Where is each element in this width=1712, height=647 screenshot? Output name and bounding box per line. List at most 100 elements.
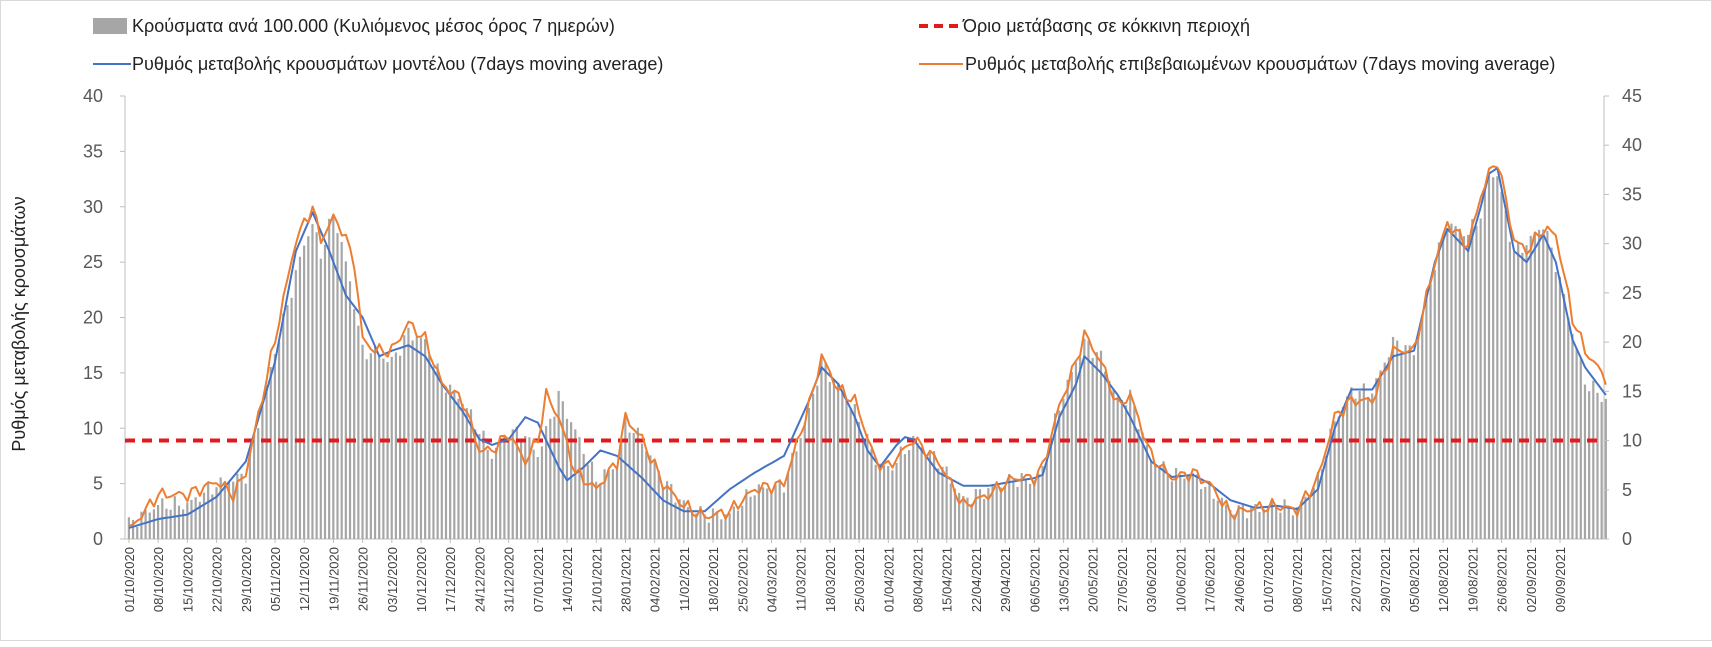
bar: [1567, 317, 1570, 539]
bar: [937, 468, 940, 539]
bar: [887, 466, 890, 539]
bar: [1200, 489, 1203, 539]
bar: [670, 483, 673, 539]
bar: [378, 355, 381, 539]
bar: [215, 487, 218, 539]
bar: [1229, 509, 1232, 539]
bar: [832, 379, 836, 539]
x-tick-label: 11/02/2021: [677, 547, 692, 611]
bar: [1329, 428, 1332, 539]
bar: [1454, 225, 1457, 540]
bar: [1583, 384, 1587, 539]
left-tick-label: 30: [83, 197, 103, 217]
bar: [332, 216, 335, 539]
bar: [711, 508, 715, 539]
bar: [657, 470, 660, 539]
x-tick-label: 17/06/2021: [1203, 547, 1218, 612]
bar: [1266, 506, 1269, 539]
bar: [995, 486, 998, 539]
bar: [682, 500, 685, 539]
bar: [1421, 316, 1424, 539]
bar: [148, 512, 151, 539]
bar: [611, 469, 614, 539]
bar: [528, 437, 531, 539]
x-tick-label: 20/05/2021: [1086, 547, 1101, 612]
x-tick-label: 01/07/2021: [1261, 547, 1276, 612]
bar: [207, 482, 210, 539]
bar: [1387, 357, 1390, 539]
bar: [1492, 177, 1495, 539]
bar: [1166, 475, 1169, 539]
bar: [1467, 234, 1470, 539]
bar: [432, 366, 435, 539]
bar: [674, 502, 677, 539]
bar: [1333, 421, 1336, 539]
x-tick-label: 07/01/2021: [531, 547, 546, 612]
bar: [1429, 283, 1432, 539]
bar: [1020, 473, 1023, 539]
x-tick-label: 08/10/2020: [151, 547, 166, 612]
bar: [716, 511, 719, 539]
bar: [1058, 410, 1061, 539]
bar: [444, 392, 448, 539]
right-ticks: 0 5 10 15 20 25 30 35 40 45: [1604, 86, 1642, 549]
lines-layer: [128, 165, 1607, 529]
bar: [1116, 396, 1119, 539]
right-tick-label: 20: [1622, 332, 1642, 352]
bar: [1604, 398, 1607, 539]
bar: [1087, 340, 1090, 539]
x-tick-label: 12/08/2021: [1436, 547, 1451, 612]
bar: [157, 504, 160, 539]
bar: [173, 496, 176, 539]
bar: [202, 492, 206, 539]
right-tick-label: 15: [1622, 381, 1642, 401]
bar: [899, 446, 902, 539]
bar: [1241, 504, 1244, 539]
bar: [1283, 499, 1286, 539]
x-tick-label: 27/05/2021: [1115, 547, 1130, 612]
bar: [907, 450, 911, 539]
bar: [1383, 362, 1386, 539]
x-tick-label: 29/10/2020: [239, 547, 254, 612]
bar: [465, 408, 468, 539]
bar: [323, 244, 327, 539]
bar: [1191, 473, 1194, 539]
bar: [1512, 252, 1516, 540]
bar: [615, 468, 619, 539]
bar: [991, 485, 994, 539]
x-tick-label: 09/09/2021: [1553, 547, 1568, 612]
bar: [1600, 401, 1603, 539]
bar: [1575, 349, 1578, 539]
bar: [561, 401, 564, 539]
bar: [1475, 225, 1478, 539]
bar: [361, 344, 364, 539]
x-tick-label: 22/10/2020: [210, 547, 225, 612]
x-tick-label: 19/08/2021: [1465, 547, 1480, 612]
bar: [1074, 362, 1078, 539]
x-tick-label: 04/03/2021: [765, 547, 780, 612]
bar: [248, 453, 251, 539]
bar: [978, 489, 982, 539]
bar: [766, 488, 769, 539]
y-axis-title: Ρυθμός μεταβολής κρουσμάτων: [9, 196, 29, 451]
bar: [1458, 228, 1461, 539]
bar: [177, 505, 181, 539]
bar: [532, 449, 535, 539]
x-tick-label: 08/07/2021: [1290, 547, 1305, 612]
x-tick-label: 18/02/2021: [706, 547, 721, 612]
bar: [549, 418, 552, 539]
bar: [970, 503, 973, 539]
x-tick-label: 03/06/2021: [1144, 547, 1159, 612]
bar: [457, 398, 460, 539]
bar: [645, 451, 648, 539]
bar: [211, 494, 214, 539]
bar: [265, 385, 268, 539]
left-tick-label: 35: [83, 141, 103, 161]
bar: [724, 514, 727, 539]
bar: [1024, 478, 1027, 539]
bar: [398, 355, 402, 539]
x-tick-label: 12/11/2020: [297, 547, 312, 611]
x-ticks: 01/10/2020 08/10/2020 15/10/2020 22/10/2020…: [122, 539, 1568, 612]
bar: [1450, 223, 1453, 539]
